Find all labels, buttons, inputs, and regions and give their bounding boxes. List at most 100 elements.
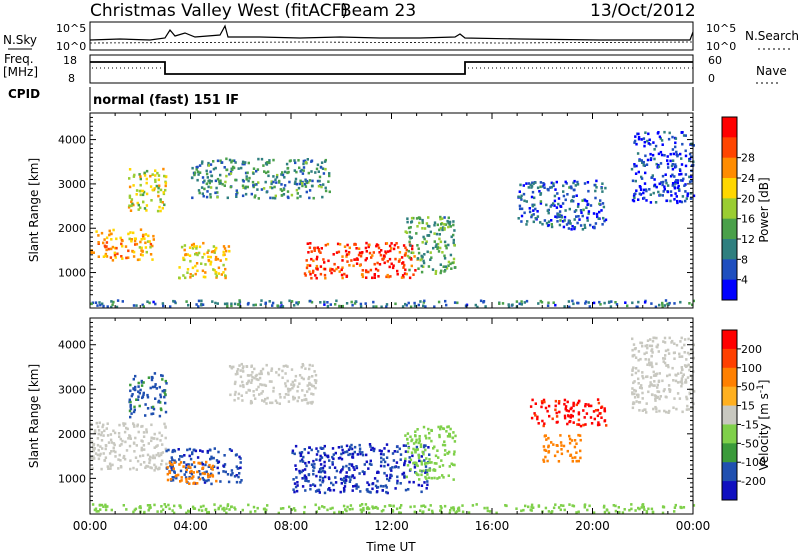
velocity-cell [436, 477, 439, 480]
power-cell [294, 180, 297, 184]
velocity-cell [447, 425, 450, 428]
power-cell [202, 275, 206, 279]
velocity-cell [603, 419, 606, 423]
power-cell [114, 246, 117, 250]
power-cell [414, 269, 417, 272]
velocity-cell [254, 510, 257, 513]
power-cell [202, 181, 205, 184]
power-cell [587, 210, 591, 213]
velocity-cell [100, 503, 104, 507]
velocity-cell [546, 409, 549, 413]
velocity-cell [390, 474, 393, 478]
power-cell [162, 304, 165, 308]
power-cell [450, 235, 453, 239]
power-cell [420, 257, 423, 260]
velocity-cell [385, 490, 388, 494]
velocity-cell [680, 346, 684, 350]
velocity-cell [426, 461, 429, 465]
power-cell [439, 246, 442, 250]
velocity-cell [254, 374, 257, 378]
power-cell [250, 192, 253, 196]
velocity-cell [564, 407, 567, 411]
velocity-cell [655, 396, 659, 399]
velocity-cell [421, 450, 424, 454]
power-cell [364, 269, 368, 272]
velocity-cell [645, 510, 649, 513]
velocity-cell [440, 459, 443, 462]
velocity-cell [345, 464, 348, 468]
power-cell [275, 181, 278, 184]
velocity-cell [129, 437, 132, 440]
power-cell [437, 250, 441, 253]
power-cell [247, 161, 250, 165]
power-cell [594, 189, 597, 193]
velocity-cell [381, 489, 384, 492]
velocity-cell [651, 510, 655, 514]
velocity-cell [224, 470, 227, 474]
velocity-cell [122, 422, 125, 425]
velocity-cell [208, 463, 211, 467]
velocity-cell [685, 397, 689, 401]
power-cell [665, 199, 668, 203]
power-cell [635, 305, 638, 309]
velocity-cell [426, 480, 429, 483]
power-cell [313, 246, 317, 250]
power-cell [681, 142, 684, 146]
power-cell [444, 223, 447, 226]
power-cell [558, 223, 562, 227]
power-cell [645, 199, 648, 202]
velocity-cell [129, 405, 132, 408]
power-cell [317, 170, 320, 173]
power-cell [308, 196, 311, 200]
power-cell [525, 299, 529, 303]
velocity-cell [428, 436, 431, 440]
velocity-cell [347, 448, 351, 451]
velocity-cell [649, 338, 652, 341]
power-cell [539, 181, 543, 184]
velocity-cell [544, 506, 548, 510]
power-cell [630, 167, 634, 171]
velocity-cell [341, 448, 344, 452]
power-cell [559, 219, 562, 222]
power-cell [684, 190, 687, 193]
power-cell [97, 241, 100, 244]
power-cell [649, 201, 653, 204]
power-cell [688, 157, 692, 161]
velocity-cell [543, 422, 546, 425]
power-cell [356, 258, 359, 261]
velocity-cell [315, 474, 318, 478]
velocity-cell [164, 401, 167, 405]
power-cell [225, 157, 228, 161]
power-cell [649, 193, 652, 196]
power-cell [444, 265, 447, 268]
velocity-cell [419, 509, 422, 512]
velocity-cell [330, 481, 333, 485]
velocity-cell [104, 447, 107, 451]
velocity-cell [537, 422, 540, 425]
velocity-cell [692, 356, 695, 360]
power-ytick-label: 1000 [58, 267, 86, 280]
velocity-cell [448, 435, 452, 438]
power-cell [583, 223, 586, 227]
velocity-cell [233, 393, 237, 396]
power-cell [114, 256, 117, 259]
power-cell [447, 264, 450, 267]
velocity-cell [146, 465, 150, 468]
power-cell [427, 234, 431, 237]
power-cell [678, 200, 682, 203]
velocity-cell [396, 475, 399, 479]
power-cell [150, 199, 153, 202]
power-cell [426, 250, 429, 254]
power-cell [408, 256, 411, 259]
velocity-cell [655, 407, 658, 410]
velocity-cell [284, 393, 288, 396]
power-cell [550, 219, 553, 222]
power-cell [546, 209, 549, 212]
power-cell [595, 186, 598, 189]
nsky-label: N.Sky [3, 33, 37, 47]
power-cell [231, 165, 235, 169]
velocity-cell [373, 477, 377, 480]
velocity-cell [515, 507, 518, 510]
power-cell [529, 183, 532, 187]
velocity-cell [637, 358, 640, 362]
